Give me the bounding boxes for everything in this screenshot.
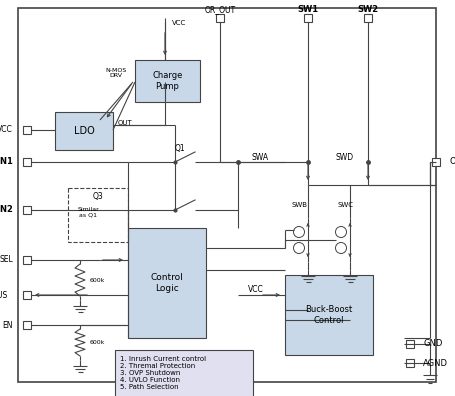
Bar — [285, 275, 373, 355]
Text: SWA: SWA — [252, 154, 268, 162]
Bar — [23, 206, 31, 214]
Text: Q3: Q3 — [93, 192, 103, 200]
Text: Charge
Pump: Charge Pump — [152, 71, 183, 91]
Text: Q1: Q1 — [175, 143, 185, 152]
Text: AGND: AGND — [423, 358, 448, 367]
Bar — [364, 14, 372, 22]
Bar — [23, 321, 31, 329]
Bar — [135, 60, 200, 102]
Text: SWD: SWD — [336, 154, 354, 162]
Bar — [23, 158, 31, 166]
Text: 1. Inrush Current control
2. Thremal Protection
3. OVP Shutdown
4. UVLO Function: 1. Inrush Current control 2. Thremal Pro… — [120, 356, 206, 390]
Text: OUT: OUT — [118, 120, 133, 126]
Text: OR_OUT: OR_OUT — [204, 6, 236, 15]
Bar — [406, 359, 414, 367]
Text: IN1: IN1 — [0, 158, 13, 166]
Text: VCC: VCC — [248, 284, 264, 293]
Text: 600k: 600k — [90, 339, 106, 345]
Bar — [128, 228, 206, 338]
Bar — [55, 112, 113, 150]
Bar — [68, 188, 128, 242]
Bar — [406, 340, 414, 348]
Text: SW1: SW1 — [298, 6, 318, 15]
Text: SW2: SW2 — [358, 6, 379, 15]
Bar — [304, 14, 312, 22]
Text: Similar
as Q1: Similar as Q1 — [77, 207, 99, 217]
Bar — [115, 350, 253, 396]
Text: IN2: IN2 — [0, 206, 13, 215]
Text: Control
Logic: Control Logic — [151, 273, 183, 293]
Bar — [216, 14, 224, 22]
Text: 600k: 600k — [90, 278, 106, 282]
Text: SWB: SWB — [292, 202, 308, 208]
Text: STATUS: STATUS — [0, 291, 8, 299]
Text: LDO: LDO — [74, 126, 94, 136]
Text: N-MOS
DRV: N-MOS DRV — [106, 68, 126, 78]
Text: GND: GND — [423, 339, 442, 348]
Bar — [23, 256, 31, 264]
Text: SEL: SEL — [0, 255, 13, 265]
Text: Buck-Boost
Control: Buck-Boost Control — [305, 305, 353, 325]
Text: OUT: OUT — [449, 158, 455, 166]
Bar — [23, 291, 31, 299]
Text: VCC: VCC — [0, 126, 13, 135]
Text: EN: EN — [2, 320, 13, 329]
Text: SWC: SWC — [337, 202, 353, 208]
Bar — [23, 126, 31, 134]
Text: VCC: VCC — [172, 20, 186, 26]
Bar — [432, 158, 440, 166]
